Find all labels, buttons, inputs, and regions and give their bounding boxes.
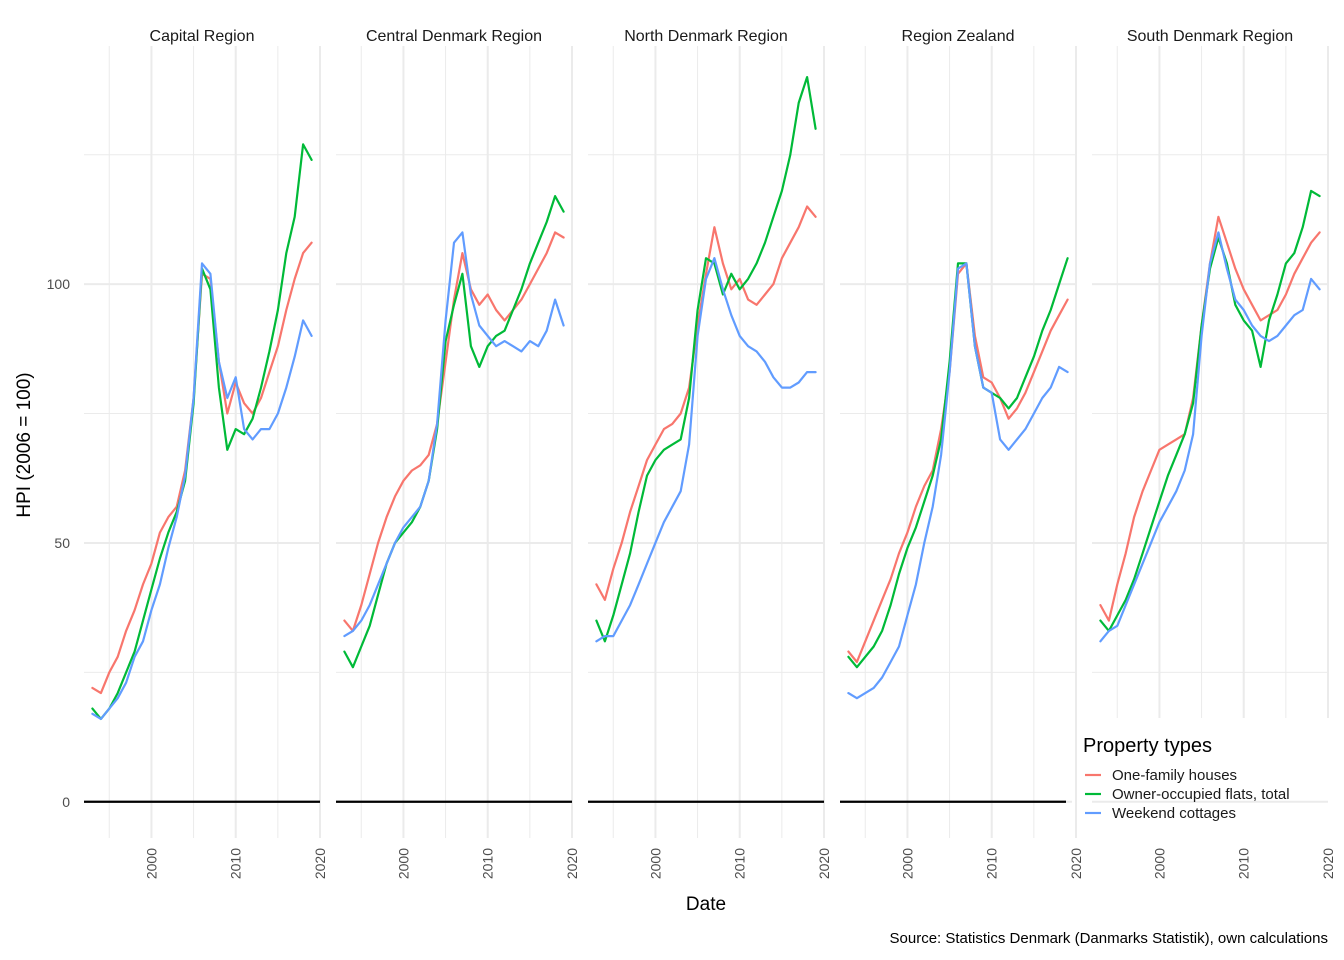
y-tick-label: 50 [54,535,70,551]
x-tick-label: 2010 [1236,848,1252,879]
panel-title: Central Denmark Region [366,28,542,45]
panel-title: North Denmark Region [624,28,788,45]
series-line-owner-occupied-flats-total [595,76,817,643]
x-axis-title: Date [686,894,726,915]
legend-label: Owner-occupied flats, total [1112,786,1290,803]
x-tick-label: 2010 [228,848,244,879]
x-tick-label: 2020 [816,848,832,879]
series-line-one-family-houses [1099,215,1321,622]
panel-north-denmark-region: North Denmark Region 2000 2010 2020 [588,28,832,879]
x-tick-label: 2000 [143,848,159,879]
legend-label: Weekend cottages [1112,805,1236,822]
series-line-one-family-houses [595,205,817,601]
x-tick-label: 2000 [899,848,915,879]
x-tick-label: 2020 [312,848,328,879]
series-line-owner-occupied-flats-total [1099,189,1321,632]
series-line-one-family-houses [847,262,1069,664]
x-tick-label: 2000 [1151,848,1167,879]
x-tick-label: 2000 [647,848,663,879]
legend: Property types One-family houses Owner-oc… [1083,735,1290,822]
panel-title: South Denmark Region [1127,28,1293,45]
y-tick-label: 100 [47,276,71,292]
x-tick-label: 2000 [395,848,411,879]
x-tick-label: 2020 [1068,848,1084,879]
x-tick-label: 2010 [732,848,748,879]
panel-region-zealand: Region Zealand 2000 2010 2020 [840,28,1084,879]
legend-title: Property types [1083,735,1212,757]
source-caption: Source: Statistics Denmark (Danmarks Sta… [890,930,1328,947]
series-line-owner-occupied-flats-total [847,257,1069,669]
series-line-owner-occupied-flats-total [343,195,565,669]
panel-title: Region Zealand [902,28,1015,45]
panel-title: Capital Region [150,28,255,45]
x-tick-label: 2010 [984,848,1000,879]
panel-south-denmark-region: South Denmark Region 2000 2010 2020 [1092,28,1336,879]
y-tick-label: 0 [62,794,70,810]
x-tick-label: 2010 [480,848,496,879]
y-axis-title: HPI (2006 = 100) [14,372,35,517]
legend-label: One-family houses [1112,767,1237,784]
panel-capital-region: Capital Region 2000 2010 2020 [84,28,328,879]
series-line-weekend-cottages [91,262,313,720]
panel-central-denmark-region: Central Denmark Region 2000 2010 2020 [336,28,580,879]
series-line-weekend-cottages [343,231,565,638]
x-tick-label: 2020 [1320,848,1336,879]
series-line-weekend-cottages [595,257,817,643]
series-line-one-family-houses [343,231,565,632]
x-tick-label: 2020 [564,848,580,879]
series-line-weekend-cottages [847,262,1069,700]
series-line-weekend-cottages [1099,231,1321,643]
